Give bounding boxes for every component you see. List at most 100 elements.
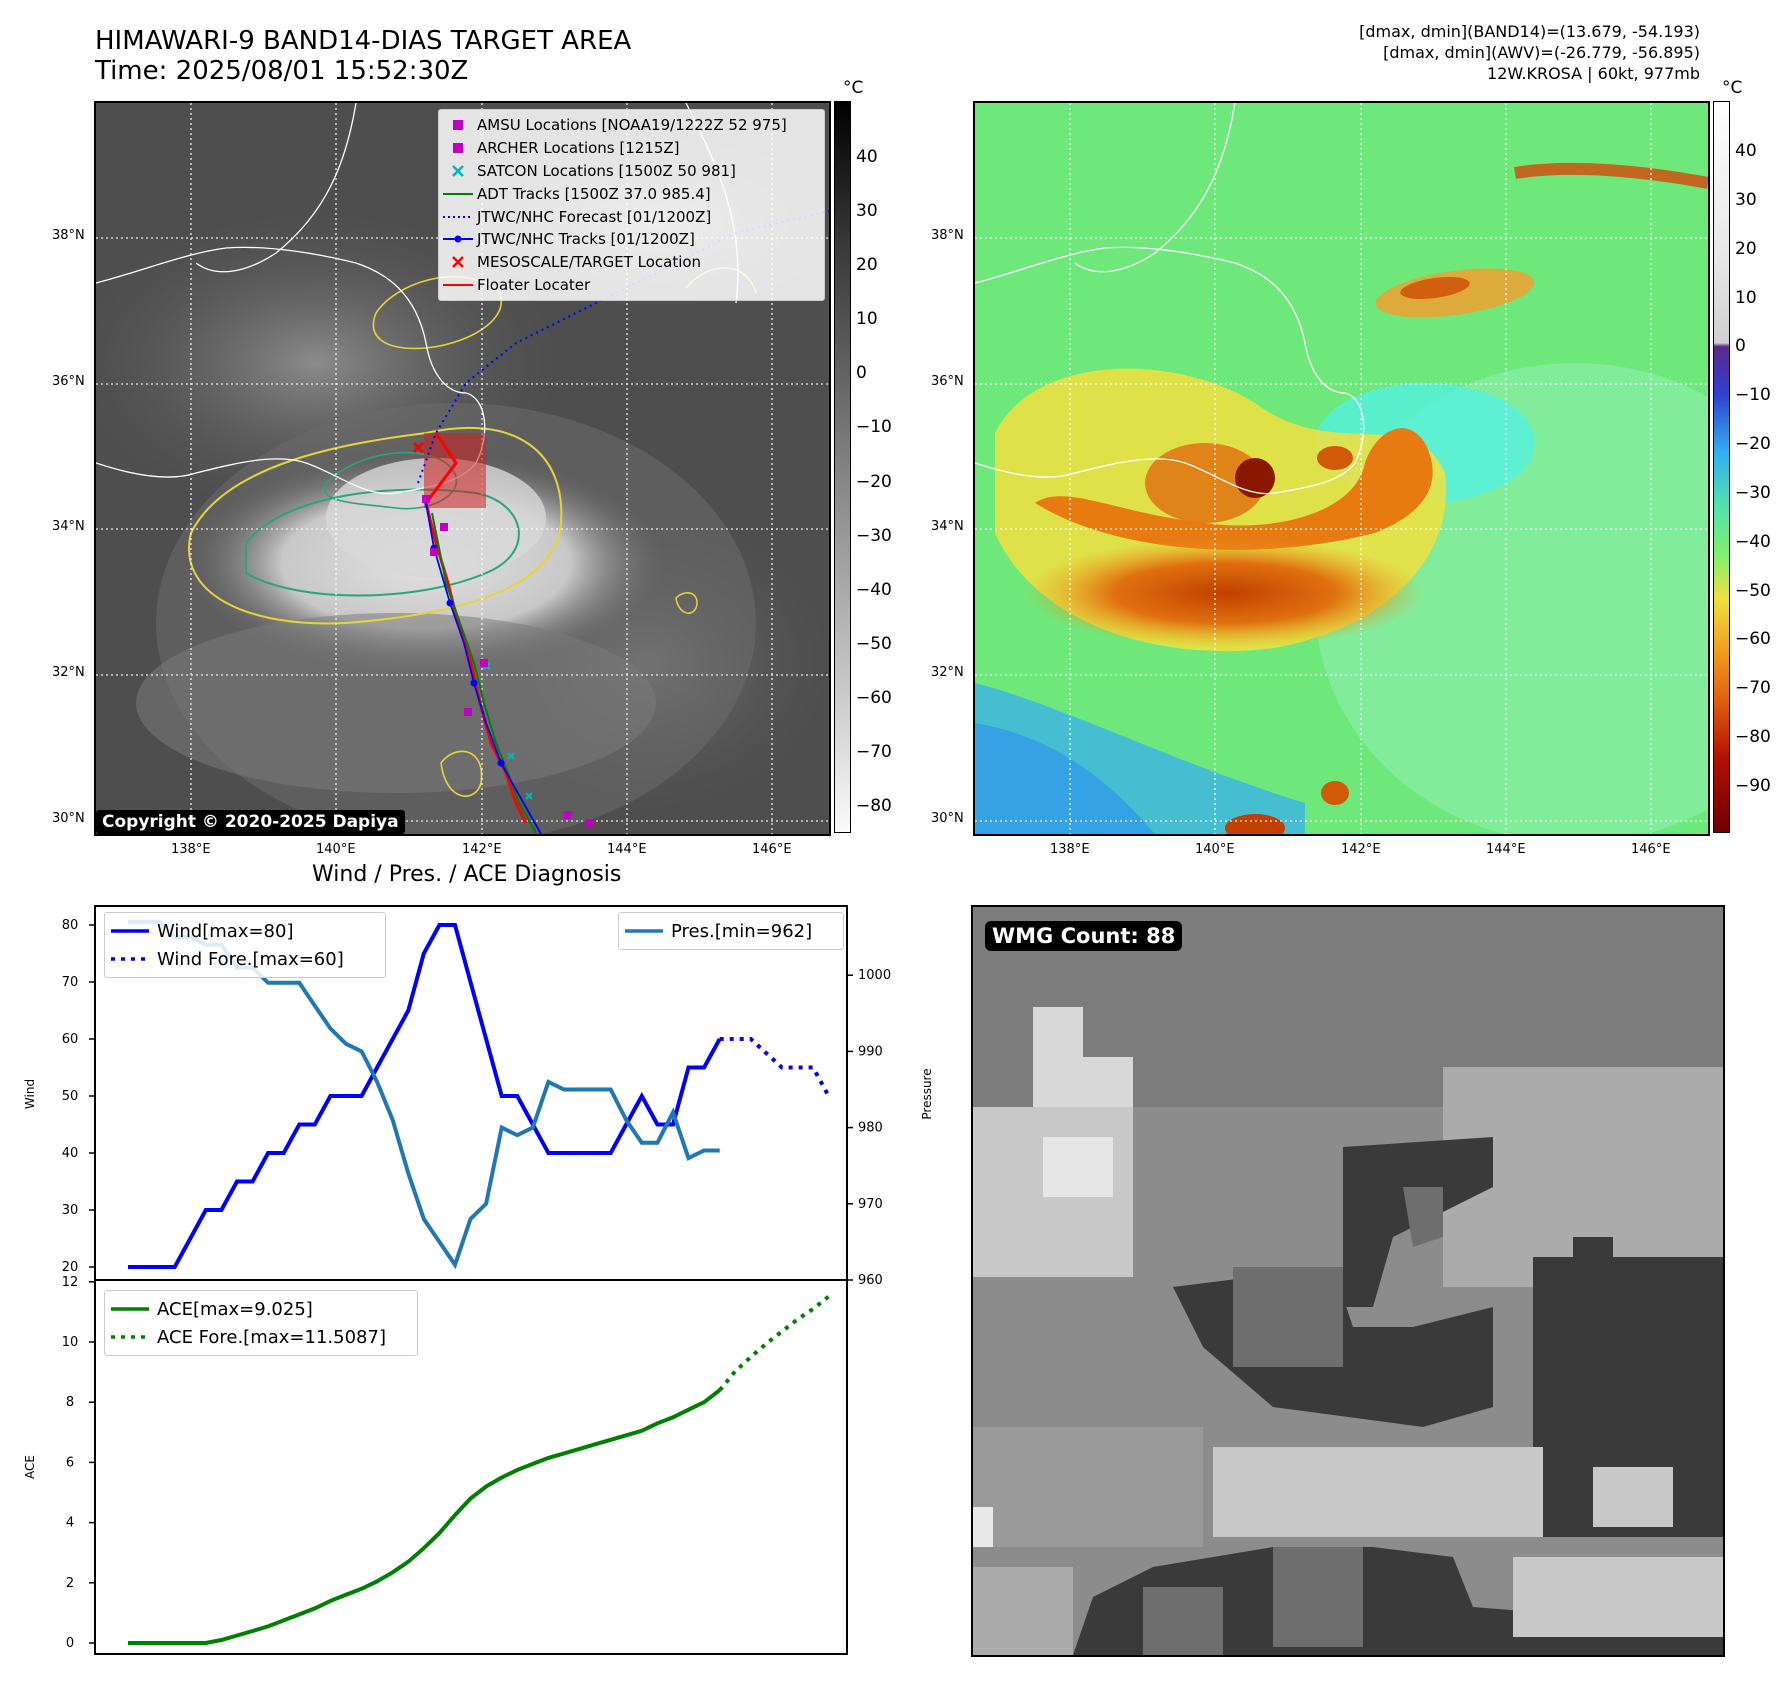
left-colorbar-tick: −40 — [856, 579, 892, 600]
right-colorbar-tick: 0 — [1735, 336, 1746, 357]
left-colorbar — [834, 101, 851, 833]
right-map-lat-tick: 34°N — [931, 519, 964, 534]
left-map-lon-tick: 142°E — [462, 842, 502, 857]
info-awv: [dmax, dmin](AWV)=(-26.779, -56.895) — [1383, 43, 1700, 62]
map-legend-label: SATCON Locations [1500Z 50 981] — [477, 161, 736, 180]
map-legend-label: ARCHER Locations [1215Z] — [477, 139, 680, 158]
awv-map — [975, 103, 1708, 834]
map-legend-swatch — [439, 188, 477, 200]
right-map-lon-tick: 138°E — [1050, 842, 1090, 857]
left-map-lat-tick: 32°N — [52, 665, 85, 680]
map-legend-swatch — [439, 256, 477, 269]
map-legend-label: AMSU Locations [NOAA19/1222Z 52 975] — [477, 116, 787, 135]
figure-time: Time: 2025/08/01 15:52:30Z — [95, 56, 469, 86]
wind-fore-legend-swatch — [111, 954, 149, 964]
right-colorbar-tick: −80 — [1735, 727, 1771, 748]
map-legend-item: JTWC/NHC Forecast [01/1200Z] — [439, 205, 824, 228]
wmg-panel: WMG Count: 88 — [971, 905, 1725, 1657]
wind-tick-label: 20 — [62, 1260, 79, 1275]
map-legend-swatch — [439, 119, 477, 131]
right-colorbar-tick: 20 — [1735, 238, 1757, 259]
right-map-lon-tick: 140°E — [1195, 842, 1235, 857]
left-map-lon-tick: 144°E — [607, 842, 647, 857]
ace-fore-legend-label: ACE Fore.[max=11.5087] — [157, 1326, 386, 1348]
wind-legend-label: Wind[max=80] — [157, 920, 294, 942]
map-legend-item: SATCON Locations [1500Z 50 981] — [439, 160, 824, 183]
left-colorbar-tick: 0 — [856, 363, 867, 384]
right-map-lon-tick: 142°E — [1341, 842, 1381, 857]
left-map-lon-tick: 140°E — [316, 842, 356, 857]
ace-legend-swatch — [111, 1304, 149, 1314]
ace-axis-label: ACE — [23, 1455, 37, 1479]
left-colorbar-tick: −20 — [856, 471, 892, 492]
ace-tick-label: 12 — [62, 1275, 79, 1290]
right-map-lat-tick: 30°N — [931, 811, 964, 826]
right-colorbar — [1713, 101, 1730, 833]
left-map-lon-tick: 146°E — [752, 842, 792, 857]
left-colorbar-tick: −30 — [856, 525, 892, 546]
map-legend-label: MESOSCALE/TARGET Location — [477, 253, 702, 272]
wind-tick-label: 70 — [62, 975, 79, 990]
series-line-wind-fore-max-60 — [719, 1037, 831, 1097]
wmg-image — [973, 907, 1723, 1655]
wmg-count-badge: WMG Count: 88 — [985, 921, 1183, 951]
wind-tick-label: 80 — [62, 918, 79, 933]
pres-legend-label: Pres.[min=962] — [671, 920, 813, 942]
ace-tick-label: 0 — [66, 1636, 74, 1651]
ir-map-panel: AMSU Locations [NOAA19/1222Z 52 975] ARCH… — [94, 101, 831, 836]
info-band14: [dmax, dmin](BAND14)=(13.679, -54.193) — [1359, 22, 1700, 41]
target-area-box — [424, 433, 486, 508]
right-colorbar-tick: −30 — [1735, 482, 1771, 503]
right-map-lat-tick: 32°N — [931, 665, 964, 680]
map-legend-swatch — [439, 233, 477, 245]
left-colorbar-tick: 40 — [856, 147, 878, 167]
left-colorbar-tick: −50 — [856, 633, 892, 654]
map-legend-item: ADT Tracks [1500Z 37.0 985.4] — [439, 182, 824, 205]
wind-axis-label: Wind — [23, 1079, 37, 1109]
map-legend-item: JTWC/NHC Tracks [01/1200Z] — [439, 228, 824, 251]
right-colorbar-tick: −40 — [1735, 531, 1771, 552]
right-colorbar-tick: 10 — [1735, 287, 1757, 308]
ace-tick-label: 4 — [66, 1516, 74, 1531]
pres-tick-label: 960 — [858, 1273, 883, 1288]
pres-tick-label: 1000 — [858, 968, 891, 983]
wind-tick-label: 30 — [62, 1203, 79, 1218]
pres-legend-swatch — [625, 926, 663, 936]
right-colorbar-unit: °C — [1722, 78, 1743, 98]
map-legend-item: ARCHER Locations [1215Z] — [439, 137, 824, 160]
right-colorbar-tick: −90 — [1735, 776, 1771, 796]
map-legend-swatch — [439, 142, 477, 154]
right-map-lon-tick: 146°E — [1631, 842, 1671, 857]
diagnosis-title: Wind / Pres. / ACE Diagnosis — [312, 862, 622, 887]
pres-tick-label: 990 — [858, 1044, 883, 1059]
left-colorbar-tick: 20 — [856, 255, 878, 276]
series-line-ace-fore-max-11-5087 — [718, 1295, 830, 1392]
left-colorbar-tick: −80 — [856, 796, 892, 816]
right-colorbar-tick: 40 — [1735, 141, 1757, 161]
right-colorbar-tick: −20 — [1735, 434, 1771, 455]
map-legend-label: JTWC/NHC Tracks [01/1200Z] — [477, 230, 695, 249]
right-colorbar-tick: 30 — [1735, 189, 1757, 210]
right-map-lat-tick: 36°N — [931, 374, 964, 389]
series-line-wind-max-80 — [128, 923, 722, 1269]
wind-legend-swatch — [111, 926, 149, 936]
awv-map-panel — [973, 101, 1710, 836]
map-legend-label: Floater Locater — [477, 275, 591, 294]
right-colorbar-tick: −10 — [1735, 385, 1771, 406]
pressure-axis-label: Pressure — [920, 1068, 934, 1119]
right-map-lat-tick: 38°N — [931, 228, 964, 243]
left-map-lon-tick: 138°E — [171, 842, 211, 857]
map-legend-label: JTWC/NHC Forecast [01/1200Z] — [477, 207, 712, 226]
ace-legend: ACE[max=9.025] ACE Fore.[max=11.5087] — [104, 1290, 418, 1356]
map-legend-swatch — [439, 279, 477, 291]
left-map-lat-tick: 36°N — [52, 374, 85, 389]
map-legend: AMSU Locations [NOAA19/1222Z 52 975] ARCH… — [438, 109, 825, 302]
left-colorbar-tick: 10 — [856, 309, 878, 330]
mesoscale-target-marker — [412, 441, 425, 454]
ace-tick-label: 10 — [62, 1335, 79, 1350]
pressure-legend: Pres.[min=962] — [618, 912, 844, 950]
left-map-lat-tick: 34°N — [52, 519, 85, 534]
wind-legend: Wind[max=80] Wind Fore.[max=60] — [104, 912, 386, 978]
map-legend-swatch — [439, 165, 477, 177]
